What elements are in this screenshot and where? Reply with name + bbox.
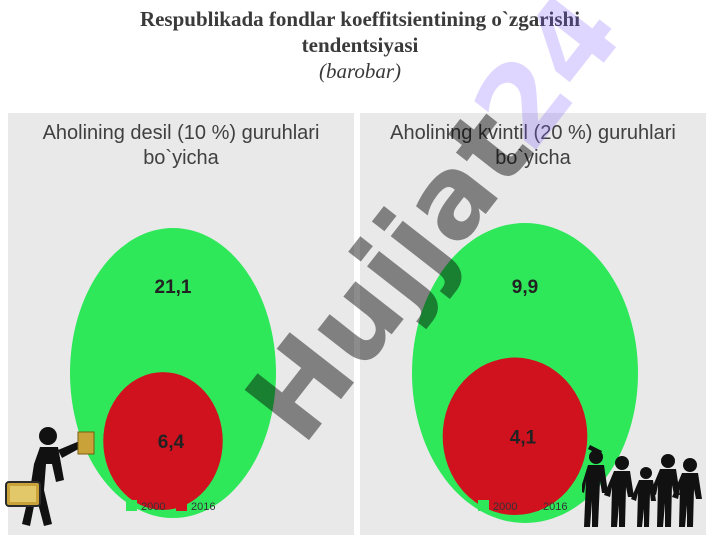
page-title: Respublikada fondlar koeffitsientining o… — [0, 6, 720, 84]
panel-title-line-1: Aholining desil (10 %) guruhlari — [42, 122, 320, 144]
legend-label-2016: 2016 — [191, 501, 215, 513]
value-label-2016: 6,4 — [158, 432, 185, 453]
circle-2016 — [442, 357, 588, 515]
legend-swatch-2000 — [478, 500, 489, 511]
value-label-2000: 9,9 — [512, 277, 538, 298]
panel-title-line-2: bo`yicha — [143, 147, 219, 169]
panel-title: Aholining kvintil (20 %) guruhlari bo`yi… — [360, 121, 706, 171]
legend-label-2000: 2000 — [493, 501, 517, 513]
man-with-money-icon — [5, 427, 95, 526]
people-group-icon — [582, 445, 702, 527]
panel-title: Aholining desil (10 %) guruhlari bo`yich… — [8, 121, 354, 171]
panel-title-line-1: Aholining kvintil (20 %) guruhlari — [390, 122, 676, 144]
panel-title-line-2: bo`yicha — [495, 147, 571, 169]
legend-label-2000: 2000 — [141, 501, 165, 513]
legend-swatch-2016 — [528, 500, 539, 511]
value-label-2000: 21,1 — [155, 277, 192, 298]
circle-2016 — [103, 372, 223, 510]
title-line-2: tendentsiyasi — [301, 33, 419, 57]
legend-swatch-2000 — [126, 500, 137, 511]
chart-kvintil: 9,9 4,1 2000 2016 — [412, 223, 638, 523]
chart-panel-kvintil: Aholining kvintil (20 %) guruhlari bo`yi… — [360, 113, 706, 535]
chart-panel-desil: Aholining desil (10 %) guruhlari bo`yich… — [8, 113, 354, 535]
chart-desil: 21,1 6,4 2000 2016 — [70, 228, 276, 518]
legend-swatch-2016 — [176, 500, 187, 511]
legend-label-2016: 2016 — [543, 501, 567, 513]
value-label-2016: 4,1 — [510, 427, 537, 448]
title-line-1: Respublikada fondlar koeffitsientining o… — [139, 7, 581, 31]
title-unit: (barobar) — [318, 59, 402, 83]
